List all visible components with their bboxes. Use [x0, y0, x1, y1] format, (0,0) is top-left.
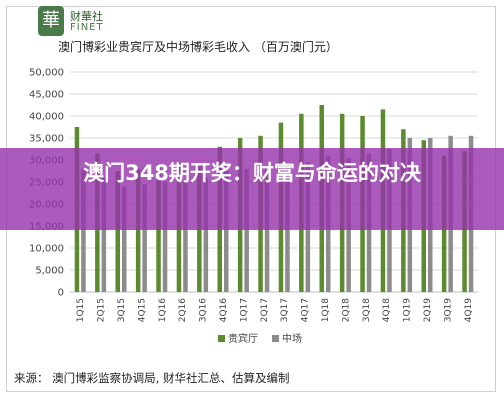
bar-mass [162, 182, 168, 292]
x-tick-label: 2Q16 [178, 298, 188, 323]
bar-mass [142, 184, 147, 292]
x-tick-label: 3Q17 [280, 298, 290, 322]
x-tick-label: 2Q15 [97, 298, 107, 322]
y-tick-label: 45,000 [29, 90, 64, 101]
x-tick-label: 4Q18 [382, 298, 392, 323]
bar-mass [101, 177, 107, 292]
x-tick-label: 4Q15 [137, 298, 147, 322]
x-tick-label: 3Q16 [199, 298, 209, 323]
logo-name-cn: 财華社 [70, 10, 103, 23]
x-tick-label: 1Q15 [76, 298, 86, 322]
x-tick-label: 4Q19 [464, 298, 474, 323]
legend-label: 贵宾厅 [228, 332, 258, 345]
legend-swatch [218, 335, 225, 342]
finet-logo: 華 财華社 FINET [38, 6, 158, 40]
x-tick-label: 3Q15 [117, 298, 127, 322]
bar-vip [115, 171, 120, 292]
x-tick-label: 3Q18 [362, 298, 372, 323]
y-tick-label: 5,000 [35, 266, 64, 277]
bar-vip [135, 168, 141, 292]
legend-swatch [272, 335, 279, 342]
x-tick-label: 4Q17 [301, 298, 311, 322]
y-tick-label: 50,000 [29, 68, 64, 79]
y-tick-label: 40,000 [29, 112, 64, 123]
x-tick-label: 1Q18 [321, 298, 331, 323]
x-tick-label: 1Q16 [158, 298, 168, 323]
y-tick-label: 0 [58, 288, 64, 299]
x-tick-label: 1Q19 [403, 298, 413, 323]
overlay-banner [0, 148, 504, 230]
bar-mass [183, 179, 188, 292]
source-note: 来源： 澳门博彩监察协调局, 财华社汇总、估算及编制 [14, 371, 290, 385]
overlay-title: 澳门348期开奖：财富与命运的对决 [83, 161, 421, 185]
bar-mass [122, 186, 127, 292]
x-tick-label: 2Q19 [423, 298, 433, 323]
x-tick-label: 3Q19 [443, 298, 453, 323]
x-tick-label: 4Q16 [219, 298, 229, 323]
y-tick-label: 10,000 [29, 244, 64, 255]
x-tick-label: 2Q17 [260, 298, 270, 322]
bar-mass [81, 168, 86, 292]
x-tick-label: 2Q18 [341, 298, 351, 323]
bar-mass [244, 168, 249, 292]
x-tick-label: 1Q17 [239, 298, 249, 322]
logo-glyph-icon: 華 [38, 6, 64, 36]
y-tick-label: 35,000 [29, 134, 64, 145]
logo-name-en: FINET [70, 22, 104, 33]
bar-mass [203, 177, 209, 292]
chart-title: 澳门博彩业贵宾厅及中场博彩毛收入 （百万澳门元） [58, 40, 338, 54]
legend-label: 中场 [282, 332, 302, 345]
bar-mass [224, 171, 229, 292]
